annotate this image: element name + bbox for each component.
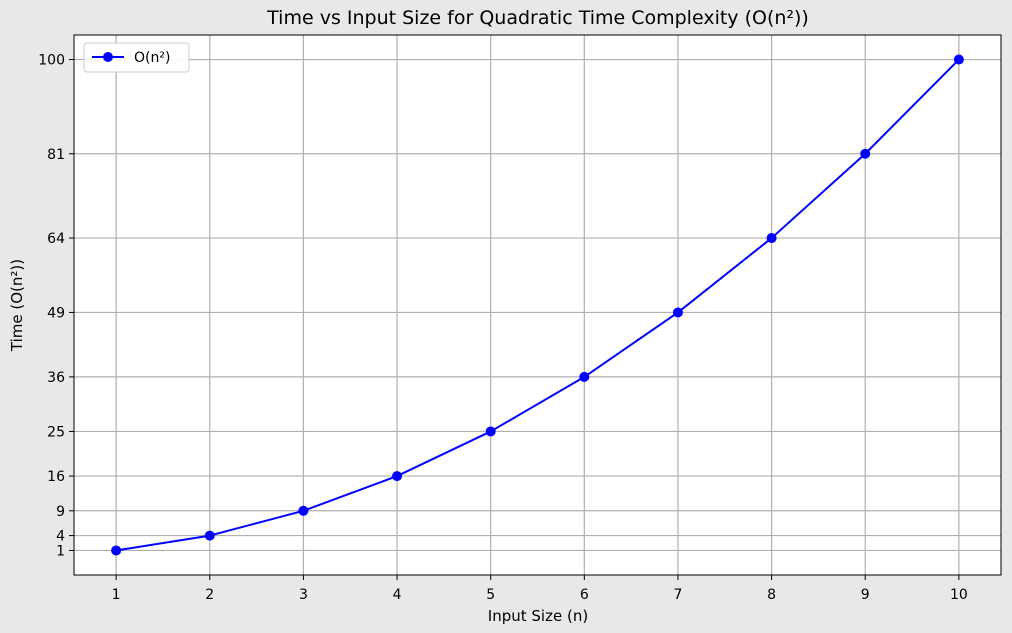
legend-box — [83, 42, 190, 73]
plot-frame — [73, 34, 1002, 576]
x-tick-label-4: 5 — [486, 587, 495, 603]
series-layer — [111, 54, 964, 556]
data-point-0-5 — [579, 371, 590, 382]
x-tick-label-3: 4 — [393, 587, 402, 603]
data-point-0-3 — [392, 471, 403, 482]
x-tick-label-5: 6 — [580, 587, 589, 603]
data-point-0-0 — [111, 545, 122, 556]
data-point-0-7 — [766, 233, 777, 244]
data-point-0-6 — [672, 307, 683, 318]
data-point-0-9 — [953, 54, 964, 65]
y-tick-label-7: 64 — [47, 231, 65, 247]
y-tick-label-0: 1 — [56, 543, 65, 559]
plot-area — [74, 35, 1001, 575]
x-tick-label-8: 9 — [861, 587, 870, 603]
y-axis-label: Time (O(n²)) — [8, 259, 26, 352]
legend: O(n²) — [83, 42, 190, 73]
x-tick-label-9: 10 — [950, 587, 968, 603]
y-tick-label-8: 81 — [47, 147, 65, 163]
x-tick-label-2: 3 — [299, 587, 308, 603]
y-tick-label-3: 16 — [47, 469, 65, 485]
y-tick-label-2: 9 — [56, 504, 65, 520]
y-tick-label-4: 25 — [47, 424, 65, 440]
series-line-0 — [115, 58, 960, 552]
y-tick-label-1: 4 — [56, 529, 65, 545]
data-point-0-2 — [298, 505, 309, 516]
y-tick-label-9: 100 — [38, 53, 65, 69]
data-point-0-1 — [204, 530, 215, 541]
y-tick-label-5: 36 — [47, 370, 65, 386]
data-point-0-8 — [860, 148, 871, 159]
x-tick-label-7: 8 — [767, 587, 776, 603]
x-axis-label: Input Size (n) — [488, 607, 588, 625]
x-tick-label-1: 2 — [205, 587, 214, 603]
x-tick-label-0: 1 — [112, 587, 121, 603]
data-point-0-4 — [485, 426, 496, 437]
x-tick-label-6: 7 — [673, 587, 682, 603]
legend-marker — [103, 52, 113, 62]
y-tick-label-6: 49 — [47, 305, 65, 321]
grid — [74, 35, 1001, 575]
chart-title: Time vs Input Size for Quadratic Time Co… — [266, 7, 809, 29]
legend-label: O(n²) — [134, 50, 170, 66]
